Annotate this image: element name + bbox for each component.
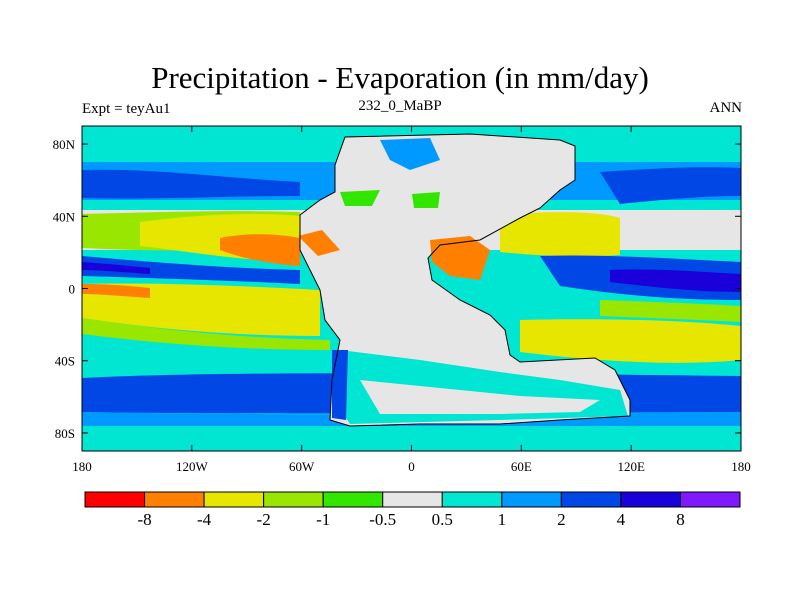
- colorbar-swatch: [441, 491, 503, 508]
- pangea-north-blue-patch: [380, 138, 440, 170]
- tethys-yellow: [500, 212, 620, 257]
- x-tick-label: 60E: [511, 459, 532, 474]
- chart-title: Precipitation - Evaporation (in mm/day): [151, 60, 649, 95]
- band-south-subtropic-green: [82, 318, 330, 350]
- colorbar-swatch: [679, 491, 741, 508]
- band-north-subtropic-orange: [220, 234, 300, 266]
- pangea-north-green-patch: [340, 190, 380, 206]
- experiment-label: Expt = teyAu1: [82, 101, 171, 117]
- east-ocean-green-south: [600, 300, 741, 322]
- y-axis: 80N 40N 0 40S 80S: [53, 137, 741, 441]
- colorbar-swatch: [203, 491, 265, 508]
- x-axis: 180 120W 60W 0 60E 120E 180: [72, 126, 751, 474]
- colorbar-label: -4: [197, 510, 212, 529]
- colorbar-label: 2: [557, 510, 566, 529]
- band-north-storm-blue-east: [600, 167, 741, 204]
- time-label: 232_0_MaBP: [358, 98, 442, 114]
- colorbar-label: 8: [676, 510, 685, 529]
- y-tick-label: 40S: [55, 354, 75, 369]
- colorbar-label: 4: [617, 510, 626, 529]
- colorbar-label: -1: [316, 510, 330, 529]
- y-tick-label: 80N: [53, 137, 76, 152]
- pangea-south-blue-edge: [332, 350, 348, 420]
- x-tick-label: 0: [408, 459, 415, 474]
- colorbar-swatch: [560, 491, 622, 508]
- tethys-violet: [610, 269, 741, 292]
- x-tick-label: 60W: [289, 459, 315, 474]
- colorbar: -8 -4 -2 -1 -0.5 0.5 1 2 4 8: [84, 491, 741, 529]
- band-north-storm-blue: [82, 169, 300, 199]
- x-tick-label: 120E: [617, 459, 645, 474]
- colorbar-swatch: [263, 491, 324, 508]
- colorbar-label: -8: [137, 510, 151, 529]
- colorbar-swatch: [382, 491, 443, 508]
- coastline: [299, 133, 631, 427]
- band-itcz-blue: [82, 256, 300, 284]
- band-south-subtropic-orange: [82, 284, 150, 298]
- colorbar-label: 1: [498, 510, 507, 529]
- colorbar-label: -2: [257, 510, 271, 529]
- y-tick-label: 40N: [53, 209, 76, 224]
- east-ocean-yellow-south: [520, 319, 741, 363]
- colorbar-label: 0.5: [432, 510, 453, 529]
- pangea-landmass: [300, 134, 630, 426]
- west-coast-orange: [298, 230, 340, 256]
- y-tick-label: 0: [69, 282, 76, 297]
- band-itcz-violet: [82, 262, 150, 274]
- colorbar-swatch: [501, 491, 562, 508]
- x-tick-label: 180: [731, 459, 751, 474]
- colorbar-label: -0.5: [369, 510, 396, 529]
- pangea-southwest-grey: [360, 380, 600, 414]
- colorbar-swatch: [84, 491, 146, 508]
- colorbar-swatch: [620, 491, 681, 508]
- east-coast-orange: [430, 236, 490, 280]
- colorbar-swatch: [144, 491, 205, 508]
- season-label: ANN: [709, 100, 743, 116]
- x-tick-label: 120W: [176, 459, 209, 474]
- colorbar-swatch: [322, 491, 384, 508]
- x-tick-label: 180: [72, 459, 92, 474]
- pangea-north-green-patch-2: [412, 192, 440, 208]
- y-tick-label: 80S: [55, 426, 75, 441]
